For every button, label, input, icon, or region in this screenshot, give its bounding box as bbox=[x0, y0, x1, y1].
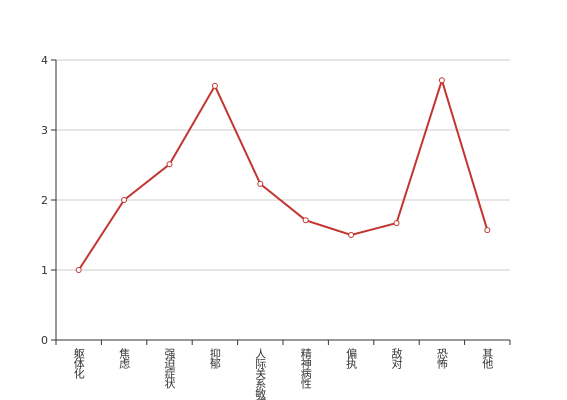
x-tick-label: 恐怖 bbox=[435, 348, 448, 369]
point bbox=[166, 161, 173, 168]
y-tick-label: 3 bbox=[41, 124, 48, 137]
point bbox=[75, 267, 82, 273]
point bbox=[211, 82, 218, 89]
point bbox=[121, 197, 128, 203]
x-tick-label: 焦虑 bbox=[118, 348, 131, 369]
x-tick-label: 精神病性 bbox=[299, 348, 312, 390]
point bbox=[484, 227, 491, 234]
y-tick-label: 4 bbox=[41, 54, 48, 67]
line bbox=[77, 76, 489, 271]
x-tick-label: 人际关系敏感 bbox=[254, 348, 267, 400]
x-tick-label: 强迫症状 bbox=[163, 348, 176, 389]
x-tick-label: 躯体化 bbox=[72, 348, 85, 380]
x-tick-label: 抑郁 bbox=[208, 347, 221, 369]
x-tick-label: 其他 bbox=[481, 348, 494, 369]
point bbox=[438, 77, 445, 84]
point bbox=[348, 232, 355, 238]
y-tick-label: 2 bbox=[41, 194, 48, 207]
point bbox=[257, 180, 264, 187]
point bbox=[393, 220, 400, 227]
x-tick-label: 偏执 bbox=[345, 347, 358, 370]
y-tick-label: 1 bbox=[41, 264, 48, 277]
point bbox=[302, 217, 309, 224]
x-tick-label: 敌对 bbox=[390, 347, 403, 369]
y-tick-label: 0 bbox=[41, 334, 48, 347]
